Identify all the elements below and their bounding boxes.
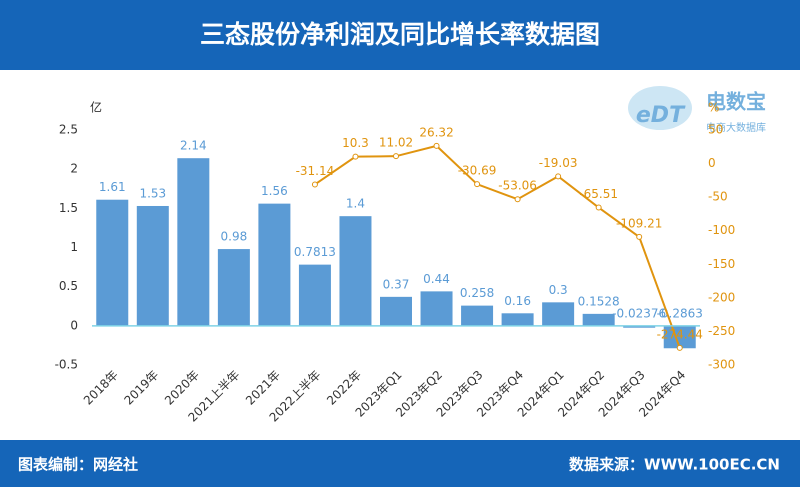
bar-value-label: 2.14 (180, 139, 207, 153)
bar-value-label: 0.3 (549, 283, 568, 297)
y-unit: 亿 (90, 100, 102, 115)
bar (96, 199, 129, 326)
x-tick-label: 2019年 (121, 368, 161, 408)
bar-value-label: 1.61 (99, 180, 126, 194)
line-point (393, 153, 399, 160)
bar-value-label: 0.1528 (578, 294, 620, 308)
x-tick-label: 2018年 (81, 368, 121, 408)
footer-left: 图表编制：网经社 (18, 456, 138, 474)
y-tick-label: 1.5 (59, 201, 78, 215)
logo-name: 电数宝 (706, 90, 766, 114)
bar (542, 302, 575, 326)
x-tick-label: 2021年 (243, 368, 283, 408)
bar-value-label: 1.56 (261, 184, 288, 198)
y2-tick-label: 50 (708, 123, 723, 137)
bar (501, 313, 534, 326)
line-value-label: -65.51 (579, 187, 618, 201)
bar-value-label: 1.4 (346, 197, 365, 211)
bar-value-label: 0.98 (221, 230, 248, 244)
y2-tick-label: 0 (708, 156, 716, 170)
footer-right: 数据来源：WWW.100EC.CN (569, 456, 780, 474)
line (314, 144, 681, 349)
logo: eDT 电数宝 电商大数据库 (628, 86, 766, 134)
line-value-label: 11.02 (379, 136, 413, 150)
line-value-label: -109.21 (616, 216, 662, 230)
y2-tick-label: -50 (708, 190, 728, 204)
bar (217, 249, 250, 326)
bar (582, 313, 615, 326)
bar-value-label: -0.2863 (657, 306, 703, 320)
header-band (0, 0, 800, 70)
line-point (311, 181, 318, 188)
line-point (595, 204, 602, 211)
bar-value-label: 1.53 (139, 186, 166, 200)
bar (339, 216, 372, 326)
bar-value-label: 0.7813 (294, 245, 336, 259)
bar (420, 291, 453, 326)
y-tick-label: 0.5 (59, 279, 78, 293)
bar (136, 205, 169, 326)
line-point (433, 142, 440, 149)
y2-tick-label: -300 (708, 358, 735, 372)
bar-value-label: 0.37 (383, 277, 410, 291)
bar (663, 325, 696, 349)
chart-title: 三态股份净利润及同比增长率数据图 (200, 20, 600, 49)
bar (380, 296, 412, 326)
y2-tick-label: -100 (708, 223, 735, 237)
bar (623, 325, 656, 328)
line-point (352, 153, 359, 160)
line-point (636, 233, 643, 240)
x-tick-label: 2020年 (162, 368, 202, 408)
logo-tagline: 电商大数据库 (706, 121, 766, 134)
line-point (474, 181, 481, 188)
bar (177, 158, 210, 326)
line-point (514, 196, 521, 203)
bar (298, 264, 331, 326)
line-point (676, 344, 683, 351)
bar (461, 305, 494, 326)
logo-mark: eDT (636, 103, 686, 128)
bar-value-label: 0.16 (504, 294, 531, 308)
y-tick-label: 1 (70, 240, 78, 254)
logo-cloud (628, 86, 692, 130)
line-value-label: -53.06 (498, 179, 537, 193)
bar (258, 203, 291, 326)
line-value-label: -19.03 (539, 156, 578, 170)
y-tick-label: -0.5 (55, 358, 78, 372)
x-tick-label: 2022年 (324, 368, 364, 408)
y2-tick-label: -150 (708, 257, 735, 271)
line-value-label: 26.32 (419, 125, 453, 139)
y2-tick-label: -200 (708, 290, 735, 304)
y-tick-label: 2 (70, 162, 78, 176)
line-value-label: 10.3 (342, 136, 369, 150)
line-value-label: -30.69 (458, 164, 497, 178)
y-tick-label: 2.5 (59, 123, 78, 137)
y2-tick-label: -250 (708, 324, 735, 338)
footer-band (0, 440, 800, 487)
line-value-label: -31.14 (296, 164, 335, 178)
y2-unit: % (708, 101, 719, 115)
bar-value-label: -0.02376 (612, 306, 666, 320)
y-tick-label: 0 (70, 318, 78, 332)
line-point (555, 173, 562, 180)
line-value-label: -274.44 (657, 327, 703, 341)
bar-value-label: 0.258 (460, 286, 494, 300)
bar-value-label: 0.44 (423, 272, 450, 286)
